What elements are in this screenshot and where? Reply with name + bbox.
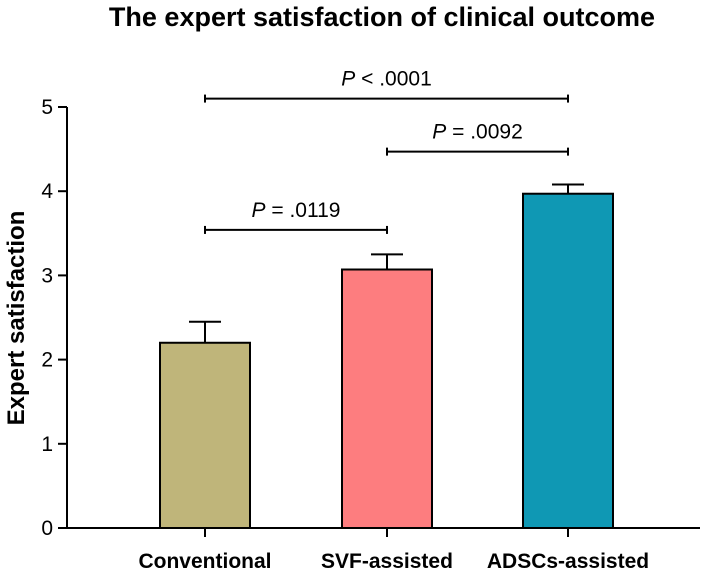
y-tick-label: 1 [41,433,53,456]
bar [522,192,614,529]
x-tick-label: SVF-assisted [321,550,453,572]
y-axis-label: Expert satisfaction [3,211,30,426]
x-tick-label: ADSCs-assisted [487,550,649,572]
plot-area: 0 1 2 3 4 5 Conventional SVF-assisted ADSCs-assi… [41,68,700,572]
bar [341,268,433,529]
p-value-label: P = .0119 [252,199,341,222]
chart-title: The expert satisfaction of clinical outc… [109,2,655,32]
y-tick-label: 0 [41,517,53,540]
p-value-label: P < .0001 [341,68,432,91]
y-tick-label: 5 [41,96,53,119]
y-tick-label: 2 [41,349,53,372]
y-tick-label: 3 [41,264,53,287]
x-tick-label: Conventional [138,550,271,572]
y-tick-label: 4 [41,180,53,203]
p-value-label: P = .0092 [432,121,523,144]
bar [159,341,251,530]
